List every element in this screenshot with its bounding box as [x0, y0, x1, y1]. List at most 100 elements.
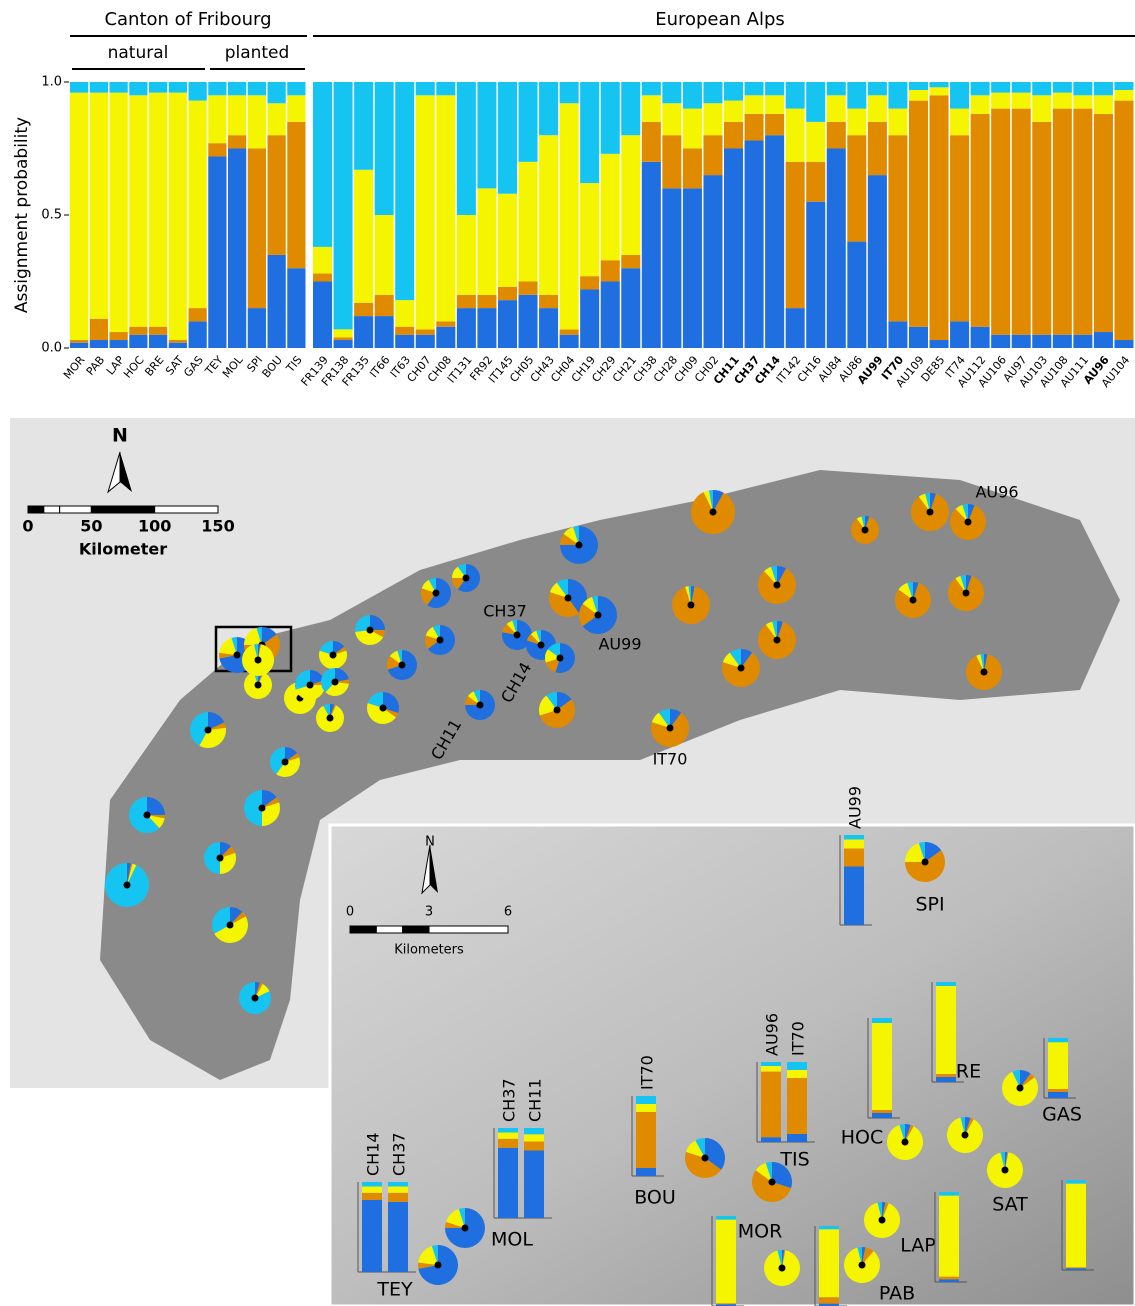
mini-bar-segment	[761, 1137, 781, 1142]
bar-segment	[662, 82, 681, 103]
pie-center	[902, 1139, 909, 1146]
bar-segment	[930, 340, 949, 348]
pie-center	[595, 612, 602, 619]
population-label: SAT	[992, 1194, 1028, 1216]
population-label: LAP	[900, 1235, 935, 1257]
bar-segment	[539, 135, 558, 295]
bar-segment	[519, 295, 538, 348]
x-tick-label: TIS	[283, 353, 305, 375]
bar-segment	[601, 282, 620, 349]
bar-segment	[90, 319, 108, 340]
bar-segment	[313, 282, 332, 349]
population-label: SPI	[915, 894, 944, 916]
population-label: MOR	[738, 1221, 783, 1243]
pie-center	[981, 669, 988, 676]
bar-segment	[354, 170, 373, 303]
pie-center	[962, 1132, 969, 1139]
bar-segment	[90, 82, 108, 93]
bar-segment	[847, 242, 866, 348]
bar-segment	[416, 82, 435, 95]
bar-segment	[827, 122, 846, 149]
bar-segment	[287, 268, 305, 348]
bar-segment	[1053, 109, 1072, 335]
bar-segment	[1073, 82, 1092, 95]
bar-segment	[228, 149, 246, 349]
pie-center	[307, 682, 314, 689]
mini-bar-segment	[936, 982, 956, 986]
bar-segment	[1012, 335, 1031, 348]
bar-segment	[580, 183, 599, 276]
bar-segment	[287, 122, 305, 268]
bar-segment	[621, 135, 640, 255]
bar-segment	[498, 82, 517, 194]
north-label: N	[425, 835, 435, 850]
population-label: BOU	[634, 1187, 676, 1209]
bar-segment	[375, 295, 394, 316]
bar-segment	[1012, 93, 1031, 109]
bar-segment	[847, 82, 866, 109]
bar-segment	[1073, 335, 1092, 348]
bar-segment	[991, 82, 1010, 93]
bar-segment	[806, 162, 825, 202]
bar-segment	[228, 95, 246, 135]
mini-bar-segment	[636, 1096, 656, 1104]
bar-segment	[601, 154, 620, 260]
map-label: CH37	[483, 602, 527, 621]
bar-segment	[375, 215, 394, 295]
bar-segment	[519, 282, 538, 295]
bar-segment	[334, 82, 353, 329]
mini-bar-segment	[787, 1134, 807, 1142]
mini-bar-label: AU96	[763, 1013, 782, 1056]
mini-bar-label: IT70	[789, 1021, 808, 1056]
pie-center	[965, 519, 972, 526]
mini-bar-segment	[498, 1133, 518, 1139]
bar-segment	[395, 335, 414, 348]
pie-center	[435, 1262, 442, 1269]
scale-tick-label: 0	[346, 905, 354, 920]
bar-segment	[477, 308, 496, 348]
figure: N N Kilometer Kilometers Canton of Fribo…	[0, 0, 1135, 1306]
bar-segment	[169, 82, 187, 93]
mini-bar-segment	[362, 1193, 382, 1200]
mini-bar-segment	[819, 1297, 839, 1303]
y-tick-label: 0.5	[41, 208, 62, 223]
scale-segment	[429, 926, 508, 933]
bar-segment	[313, 274, 332, 282]
bar-segment	[1094, 114, 1113, 332]
bar-segment	[129, 82, 147, 95]
bar-segment	[90, 93, 108, 319]
bar-segment	[70, 340, 88, 343]
mini-bar-segment	[1048, 1092, 1068, 1098]
mini-bar-segment	[872, 1023, 892, 1110]
bar-segment	[70, 82, 88, 93]
population-label: HOC	[841, 1127, 884, 1149]
bar-segment	[334, 329, 353, 337]
bar-segment	[745, 141, 764, 348]
pie-center	[259, 805, 266, 812]
bar-segment	[662, 103, 681, 135]
bar-segment	[1114, 82, 1133, 90]
bar-segment	[539, 295, 558, 308]
bar-segment	[683, 82, 702, 109]
pie-center	[710, 509, 717, 516]
bar-segment	[375, 316, 394, 348]
bar-segment	[683, 188, 702, 348]
mini-bar-segment	[716, 1220, 736, 1304]
bar-segment	[208, 156, 226, 348]
population-label: MOL	[491, 1229, 533, 1251]
bar-segment	[169, 93, 187, 340]
bar-segment	[436, 82, 455, 95]
bar-segment	[765, 114, 784, 135]
bar-segment	[847, 109, 866, 136]
bar-segment	[991, 335, 1010, 348]
pie-center	[702, 1155, 709, 1162]
mini-bar-segment	[936, 1074, 956, 1077]
mini-bar-segment	[636, 1112, 656, 1168]
bar-segment	[786, 308, 805, 348]
bar-segment	[765, 135, 784, 348]
bar-segment	[971, 82, 990, 95]
mini-bar-segment	[1066, 1268, 1086, 1270]
bar-segment	[909, 90, 928, 101]
mini-bar-segment	[761, 1066, 781, 1072]
bar-segment	[930, 95, 949, 340]
